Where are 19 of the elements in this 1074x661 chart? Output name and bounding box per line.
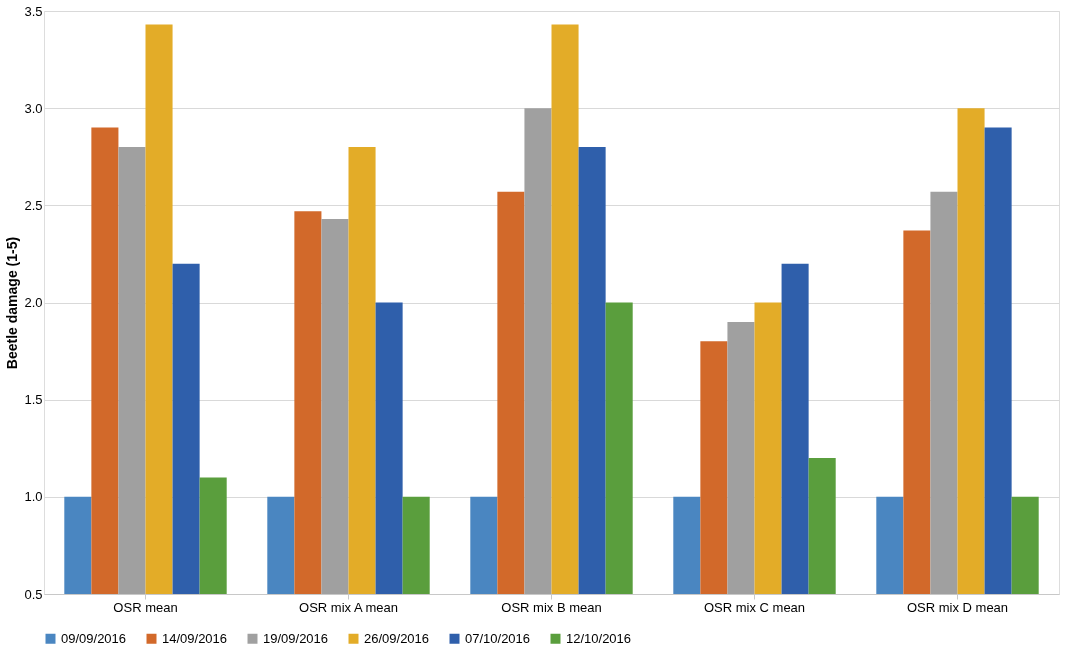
legend-label: 19/09/2016 [263,630,329,646]
legend-label: 12/10/2016 [566,630,632,646]
legend-label: 26/09/2016 [364,630,430,646]
y-tick-label: 2.0 [24,295,43,310]
x-tick-label: OSR mean [113,599,178,615]
y-axis-title: Beetle damage (1-5) [4,236,21,370]
y-tick-label: 3.5 [24,3,43,19]
y-tick-label: 2.5 [24,197,43,213]
legend-label: 14/09/2016 [162,630,228,646]
x-tick-label: OSR mix C mean [703,599,806,615]
legend-label: 07/10/2016 [465,630,531,646]
y-tick-label: 1.5 [24,392,43,408]
legend-label: 09/09/2016 [61,630,127,646]
y-tick-label: 0.5 [24,586,43,602]
y-tick-label: 1.0 [24,489,43,505]
x-tick-label: OSR mix D mean [906,599,1009,615]
y-tick-label: 3.0 [24,100,43,116]
x-tick-label: OSR mix B mean [501,599,602,615]
x-tick-label: OSR mix A mean [299,599,398,615]
